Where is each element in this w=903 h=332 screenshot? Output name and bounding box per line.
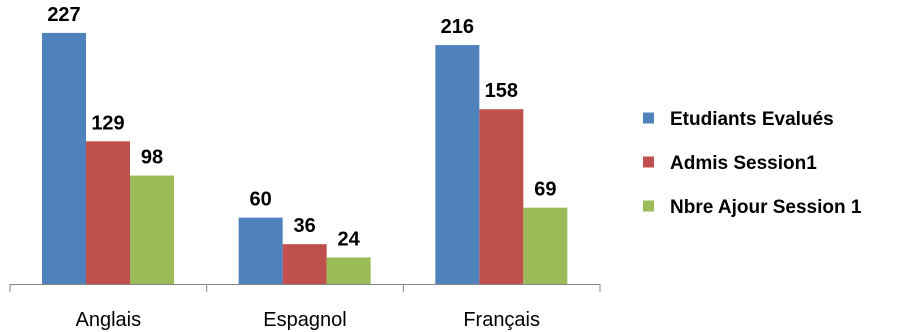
value-label-espagnol-1: 36	[294, 215, 316, 237]
bar-fran-ais-1	[479, 109, 524, 284]
bar-espagnol-2	[326, 257, 371, 284]
value-label-fran-ais-1: 158	[485, 80, 518, 102]
legend-label-2: Nbre Ajour Session 1	[670, 197, 862, 218]
bar-anglais-1	[86, 141, 130, 284]
legend-label-0: Etudiants Evalués	[670, 109, 834, 130]
legend-swatch-2	[643, 200, 654, 212]
value-label-fran-ais-0: 216	[441, 16, 474, 38]
bar-anglais-2	[130, 175, 174, 284]
x-axis	[9, 284, 601, 292]
value-label-espagnol-2: 24	[338, 228, 361, 250]
value-label-fran-ais-2: 69	[534, 179, 556, 201]
legend-swatch-1	[643, 156, 654, 168]
value-label-anglais-2: 98	[141, 147, 163, 169]
bar-espagnol-1	[282, 244, 327, 284]
value-labels-group: 227 129 98 60 36 24 216 158 69	[47, 4, 556, 251]
x-tick-label-2: Français	[463, 309, 540, 331]
value-label-anglais-0: 227	[47, 4, 80, 26]
x-tick-label-0: Anglais	[76, 309, 142, 331]
legend-swatch-0	[643, 112, 654, 124]
x-tick-label-1: Espagnol	[263, 309, 346, 331]
bar-fran-ais-2	[523, 207, 568, 284]
value-label-anglais-1: 129	[91, 112, 124, 134]
x-tick-labels: Anglais Espagnol Français	[76, 309, 540, 331]
legend-label-1: Admis Session1	[670, 153, 817, 174]
value-label-espagnol-0: 60	[250, 189, 272, 211]
bars-group	[42, 32, 568, 285]
bar-espagnol-0	[238, 217, 283, 284]
bar-fran-ais-0	[435, 45, 480, 285]
legend: Etudiants Evalués Admis Session1 Nbre Ajou…	[643, 109, 862, 218]
bar-anglais-0	[42, 32, 86, 285]
